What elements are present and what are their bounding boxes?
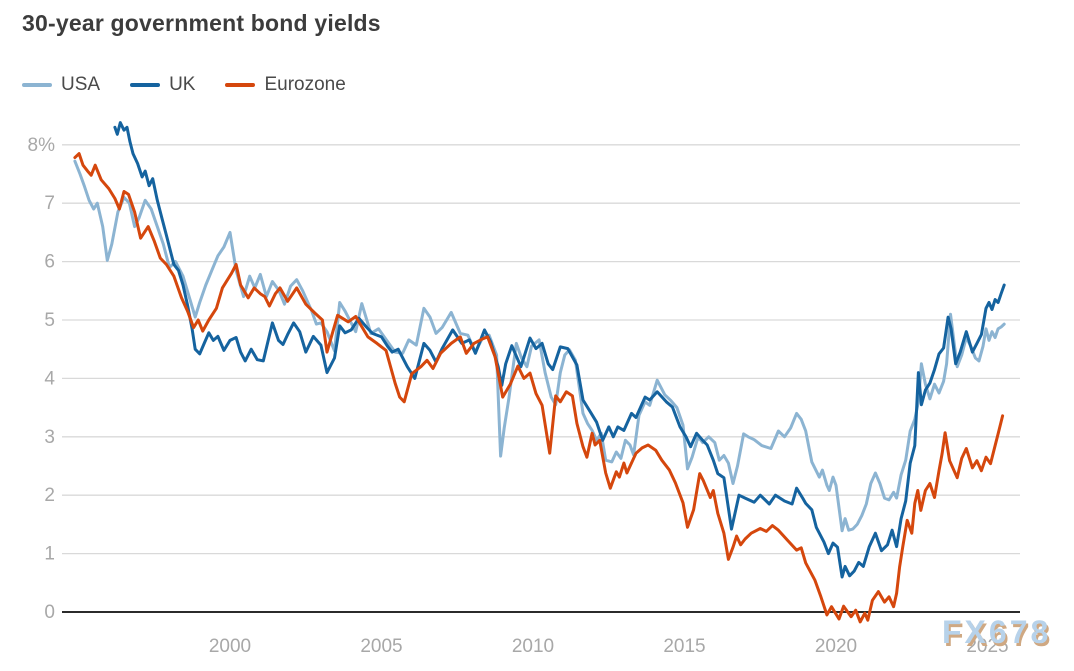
- legend-item-usa: USA: [22, 74, 100, 96]
- eurozone-line-swatch-icon: [225, 83, 256, 87]
- legend-item-eurozone: Eurozone: [225, 74, 346, 96]
- eurozone-yield-line: [73, 152, 1005, 624]
- y-tick-label-5: 5: [44, 310, 55, 331]
- legend-item-uk: UK: [130, 74, 195, 96]
- chart-legend: USA UK Eurozone: [22, 74, 346, 96]
- y-tick-label-2: 2: [44, 485, 55, 506]
- legend-label-uk: UK: [169, 74, 196, 95]
- chart-title: 30-year government bond yields: [22, 10, 381, 36]
- y-tick-label-8: 8%: [28, 135, 56, 156]
- y-tick-label-7: 7: [44, 193, 55, 214]
- legend-label-eurozone: Eurozone: [264, 74, 346, 95]
- y-tick-label-4: 4: [44, 368, 55, 389]
- y-tick-label-1: 1: [44, 544, 55, 565]
- y-tick-label-3: 3: [44, 427, 55, 448]
- legend-label-usa: USA: [61, 74, 101, 95]
- uk-yield-line: [113, 121, 1006, 579]
- usa-line-swatch-icon: [22, 83, 52, 87]
- x-tick-label-2000: 2000: [209, 636, 251, 657]
- x-tick-label-2015: 2015: [663, 636, 705, 657]
- uk-line-swatch-icon: [130, 83, 161, 87]
- x-tick-label-2005: 2005: [360, 636, 402, 657]
- x-tick-label-2010: 2010: [512, 636, 554, 657]
- y-tick-label-6: 6: [44, 252, 55, 273]
- y-tick-label-0: 0: [44, 602, 55, 623]
- x-tick-label-2020: 2020: [815, 636, 857, 657]
- fx678-watermark: FX678: [942, 614, 1052, 650]
- x-tick-label-2025: 2025: [966, 636, 1008, 657]
